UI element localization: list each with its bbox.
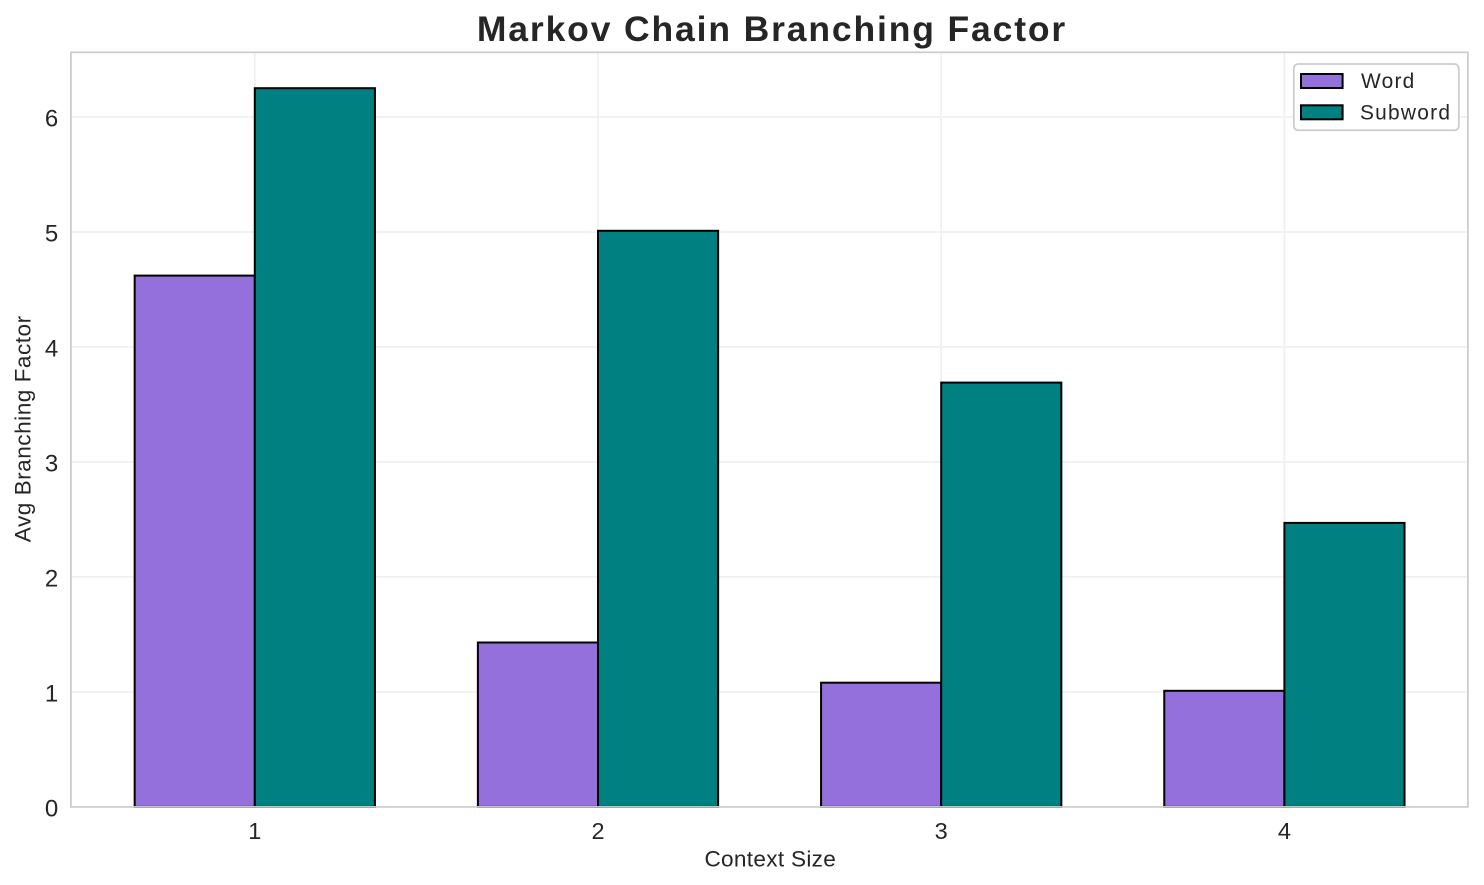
svg-text:Subword: Subword bbox=[1360, 101, 1451, 124]
svg-text:4: 4 bbox=[45, 336, 58, 363]
svg-text:3: 3 bbox=[935, 818, 948, 844]
svg-text:Context Size: Context Size bbox=[704, 846, 836, 871]
svg-text:6: 6 bbox=[45, 106, 58, 133]
svg-text:Avg Branching Factor: Avg Branching Factor bbox=[10, 315, 35, 542]
svg-text:Word: Word bbox=[1361, 70, 1416, 93]
svg-text:1: 1 bbox=[45, 681, 58, 708]
svg-text:Markov Chain Branching Factor: Markov Chain Branching Factor bbox=[477, 9, 1067, 49]
svg-text:4: 4 bbox=[1278, 818, 1291, 844]
svg-text:3: 3 bbox=[45, 451, 58, 478]
svg-text:2: 2 bbox=[45, 566, 58, 593]
svg-text:0: 0 bbox=[45, 796, 58, 823]
svg-text:2: 2 bbox=[591, 818, 604, 844]
svg-text:1: 1 bbox=[248, 818, 261, 844]
svg-text:5: 5 bbox=[45, 221, 58, 248]
